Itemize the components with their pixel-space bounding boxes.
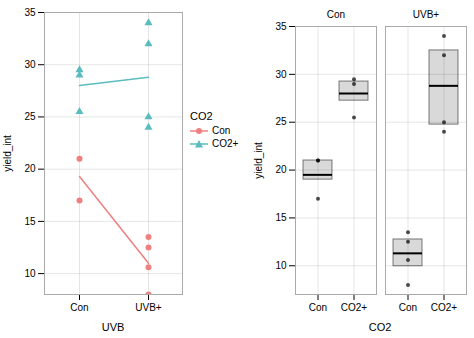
svg-text:Con: Con	[327, 9, 345, 20]
svg-text:30: 30	[24, 59, 36, 70]
html-text:CO2+: CO2+	[212, 138, 239, 149]
svg-text:25: 25	[24, 111, 36, 122]
html-text:Con: Con	[212, 125, 231, 136]
svg-text:20: 20	[24, 163, 36, 174]
svg-text:CO2+: CO2+	[431, 302, 458, 313]
svg-text:10: 10	[24, 268, 36, 279]
svg-text:15: 15	[275, 212, 287, 223]
svg-text:Con: Con	[399, 302, 417, 313]
svg-text:CO2+: CO2+	[341, 302, 368, 313]
svg-text:20: 20	[275, 164, 287, 175]
svg-text:yield_int: yield_int	[2, 135, 13, 172]
svg-text:Con: Con	[70, 302, 88, 313]
svg-text:Con: Con	[309, 302, 327, 313]
svg-text:yield_int: yield_int	[253, 142, 264, 179]
svg-text:UVB+: UVB+	[413, 9, 440, 20]
svg-text:35: 35	[275, 21, 287, 32]
html-text:UVB: UVB	[101, 321, 125, 333]
svg-text:15: 15	[24, 216, 36, 227]
html-text:CO2: CO2	[368, 321, 392, 333]
svg-text:10: 10	[275, 260, 287, 271]
svg-text:25: 25	[275, 116, 287, 127]
svg-text:30: 30	[275, 69, 287, 80]
svg-text:UVB+: UVB+	[135, 302, 162, 313]
html-text:CO2: CO2	[190, 110, 213, 122]
svg-text:35: 35	[24, 7, 36, 18]
